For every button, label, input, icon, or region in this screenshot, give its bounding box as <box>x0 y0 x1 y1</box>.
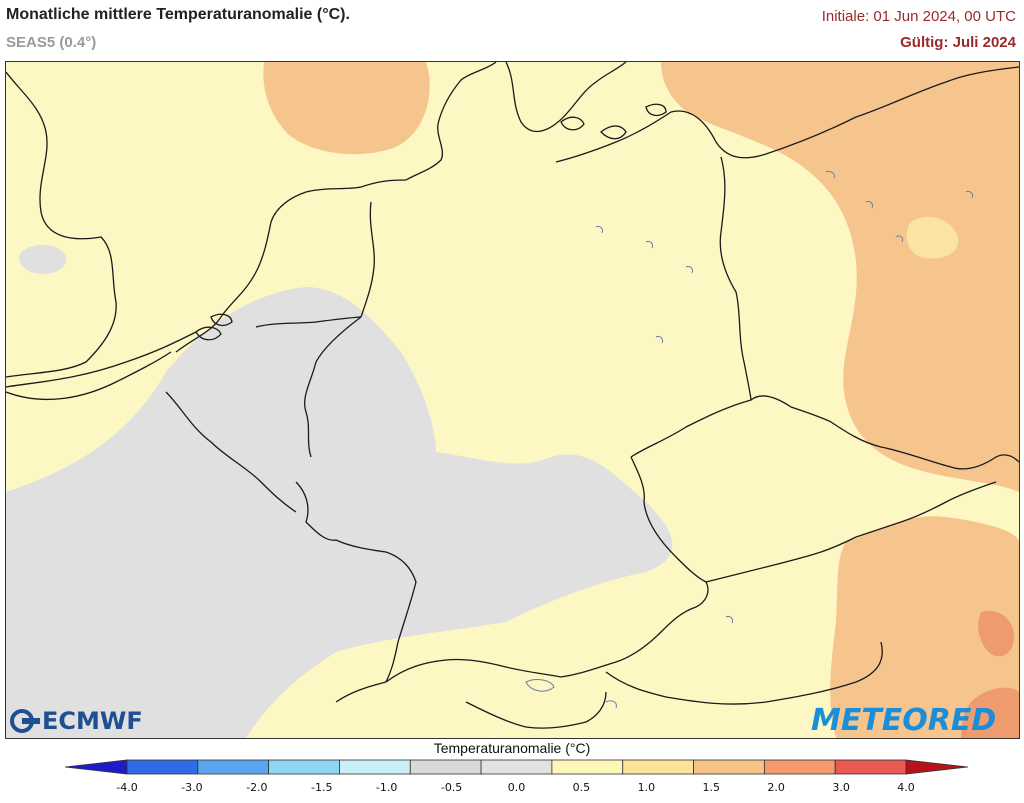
field-very-high <box>978 610 1014 657</box>
map-title: Monatliche mittlere Temperaturanomalie (… <box>6 6 350 23</box>
legend-swatch <box>268 759 340 775</box>
coastlines-borders <box>6 62 1019 729</box>
legend-swatch <box>834 759 907 775</box>
legend-tick-label: -2.0 <box>246 781 267 794</box>
field-very-high-edge <box>961 687 1019 738</box>
map-canvas <box>6 62 1019 738</box>
model-subtitle: SEAS5 (0.4°) <box>6 34 97 51</box>
legend-arrow-low <box>64 759 128 775</box>
legend-swatch <box>763 759 836 775</box>
legend-tick-label: -3.0 <box>181 781 202 794</box>
legend-swatch <box>197 759 270 775</box>
field-mid-positive-patch <box>906 217 959 259</box>
legend-tick-label: -1.5 <box>311 781 332 794</box>
legend-swatch <box>693 759 765 775</box>
legend-tick-label: -0.5 <box>441 781 462 794</box>
field-high-positive-northeast <box>661 62 1019 492</box>
legend-tick-label: 0.0 <box>508 781 526 794</box>
valid-period: Gültig: Juli 2024 <box>900 34 1016 51</box>
lakes <box>525 171 973 709</box>
meteored-logo: METEORED <box>811 703 997 738</box>
legend-swatch <box>622 759 694 775</box>
legend-tick-label: 0.5 <box>573 781 591 794</box>
legend-swatch <box>339 759 411 775</box>
legend-tick-label: -4.0 <box>116 781 137 794</box>
legend-swatch <box>126 759 199 775</box>
anomaly-map[interactable] <box>5 61 1020 739</box>
field-high-positive-southeast <box>830 516 1019 738</box>
legend-title: Temperaturanomalie (°C) <box>433 740 591 756</box>
legend-swatch <box>480 759 553 775</box>
color-legend: -4.0 -3.0 -2.0 -1.5 -1.0 -0.5 0.0 0.5 1.0 1.5 2.0 3… <box>0 758 1024 798</box>
ecmwf-logo: ECMWF <box>10 707 143 735</box>
legend-swatch <box>409 759 482 775</box>
legend-tick-label: -1.0 <box>376 781 397 794</box>
legend-tick-label: 2.0 <box>767 781 785 794</box>
ecmwf-icon <box>10 709 40 733</box>
legend-tick-label: 1.5 <box>703 781 721 794</box>
ecmwf-logo-text: ECMWF <box>42 707 143 735</box>
legend-tick-label: 3.0 <box>832 781 850 794</box>
legend-bar: -4.0 -3.0 -2.0 -1.5 -1.0 -0.5 0.0 0.5 1.0 1.5 2.0 3… <box>64 759 969 794</box>
init-time: Initiale: 01 Jun 2024, 00 UTC <box>821 8 1016 25</box>
field-near-zero-patch <box>19 244 67 274</box>
legend-tick-label: 4.0 <box>897 781 915 794</box>
legend-tick-label: 1.0 <box>638 781 656 794</box>
field-high-positive-north <box>263 62 430 155</box>
legend-swatch <box>551 759 624 775</box>
legend-arrow-high <box>905 759 969 775</box>
